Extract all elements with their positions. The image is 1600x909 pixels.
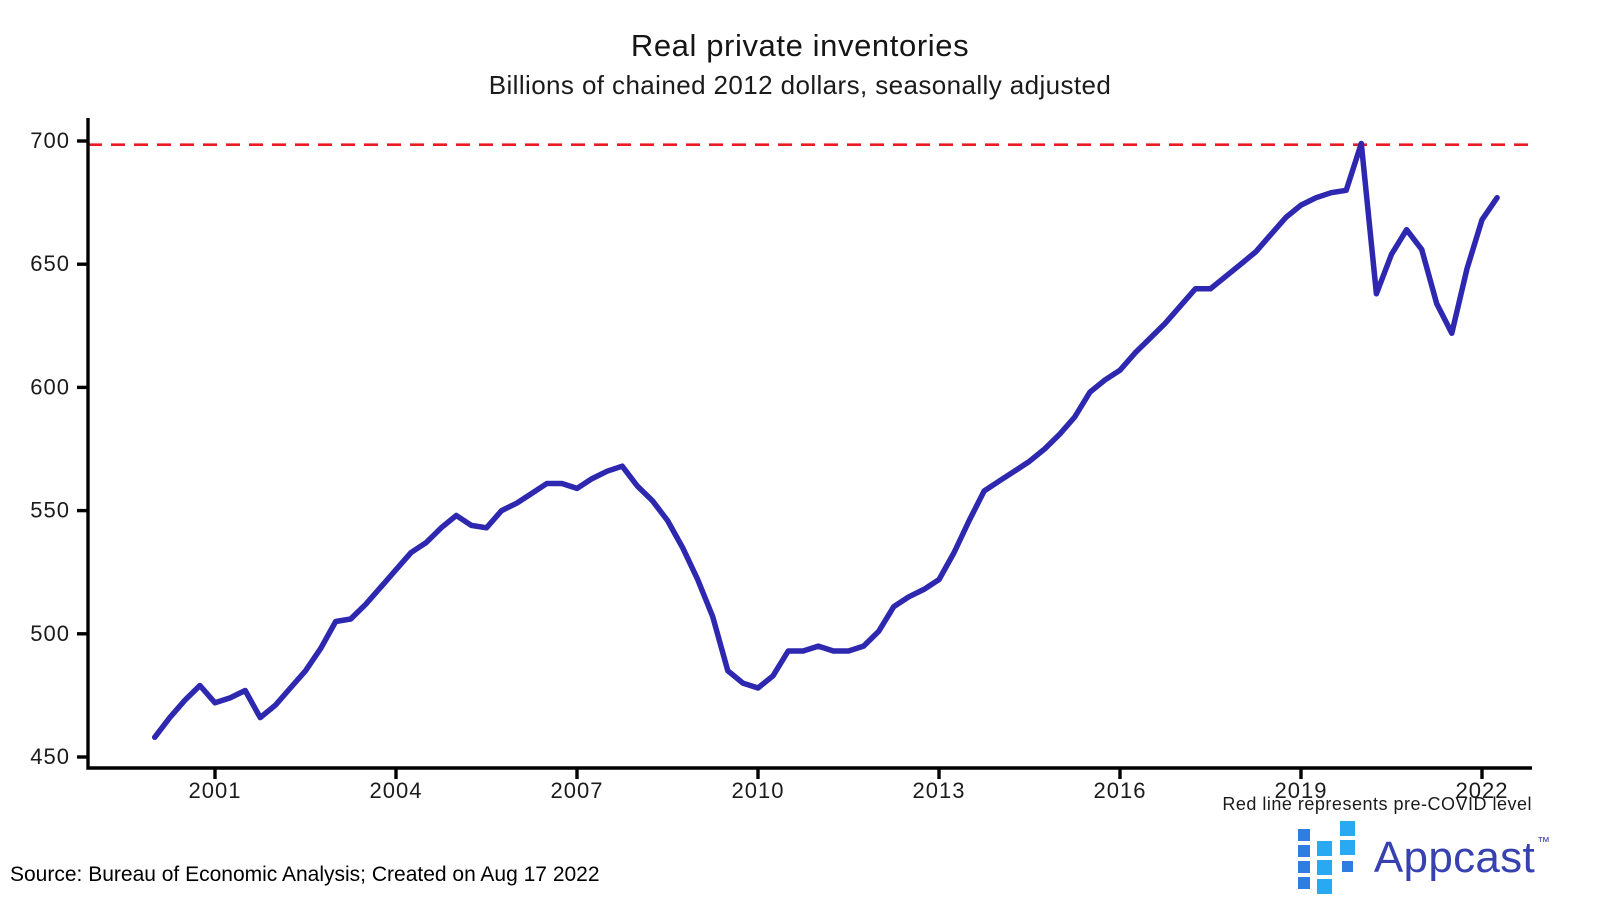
inventories-line bbox=[151, 140, 1500, 741]
appcast-logo-icon bbox=[1297, 821, 1355, 894]
x-tick-label: 2019 bbox=[1275, 778, 1328, 803]
y-tick-label: 700 bbox=[30, 128, 70, 153]
chart-footer: Source: Bureau of Economic Analysis; Cre… bbox=[0, 821, 1600, 909]
x-tick-label: 2016 bbox=[1094, 778, 1147, 803]
x-tick-label: 2010 bbox=[732, 778, 785, 803]
line-chart: 450 500 550 600 650 700 2001 2004 2007 2010 2013 20… bbox=[30, 118, 1532, 814]
axes bbox=[86, 118, 1532, 770]
chart-title: Real private inventories bbox=[630, 28, 970, 63]
source-note: Source: Bureau of Economic Analysis; Cre… bbox=[10, 863, 600, 886]
appcast-logo: Appcast ™ bbox=[1297, 821, 1550, 895]
y-tick-label: 450 bbox=[30, 744, 70, 769]
x-tick-label: 2007 bbox=[551, 778, 604, 803]
x-tick-label: 2022 bbox=[1456, 778, 1509, 803]
x-tick-label: 2004 bbox=[370, 778, 423, 803]
x-tick-label: 2013 bbox=[913, 778, 966, 803]
refline-annotation: Red line represents pre-COVID level bbox=[1222, 794, 1532, 814]
y-tick-label: 500 bbox=[30, 621, 70, 646]
y-tick-label: 600 bbox=[30, 374, 70, 399]
chart-header: Real private inventories Billions of cha… bbox=[0, 0, 1600, 101]
trademark-symbol: ™ bbox=[1537, 833, 1550, 849]
x-tick-label: 2001 bbox=[189, 778, 242, 803]
appcast-logo-text: Appcast bbox=[1373, 833, 1535, 882]
chart-subtitle: Billions of chained 2012 dollars, season… bbox=[488, 70, 1112, 100]
appcast-logo-wordmark: Appcast ™ bbox=[1373, 833, 1550, 883]
y-tick-label: 650 bbox=[30, 251, 70, 276]
y-tick-label: 550 bbox=[30, 498, 70, 523]
